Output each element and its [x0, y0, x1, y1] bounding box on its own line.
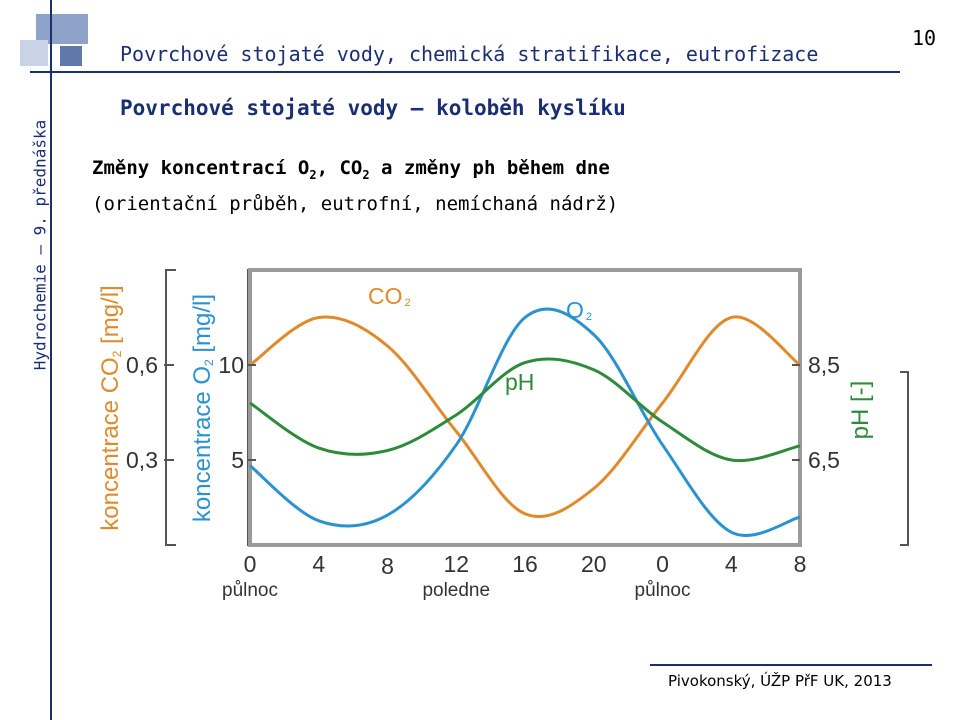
ph-axis-title: pH [-]	[847, 381, 874, 440]
chart-series	[249, 307, 801, 537]
decor-square	[20, 40, 48, 66]
o2-tick-label: 5	[231, 447, 244, 473]
x-sublabel: poledne	[422, 580, 490, 601]
slide-subtitle-line2: (orientační průběh, eutrofní, nemíchaná …	[92, 193, 619, 215]
co2-series-label: CO 2	[368, 283, 411, 309]
o2-axis-unit: [mg/l]	[189, 294, 216, 359]
footer-divider	[650, 664, 932, 666]
ph-tick-label: 6,5	[808, 447, 840, 473]
o2-series-line	[249, 307, 801, 537]
x-tick-label: 4	[725, 551, 738, 577]
ph-axis-bracket	[900, 371, 909, 546]
header-title: Povrchové stojaté vody, chemická stratif…	[120, 42, 819, 66]
header-divider	[30, 71, 900, 73]
x-tick-label: 12	[443, 551, 469, 577]
subtitle-part: , CO	[316, 157, 363, 179]
o2-series-sub: 2	[586, 311, 592, 323]
o2-axis-label: koncentrace O	[189, 366, 216, 522]
slide-number: 10	[912, 26, 937, 50]
x-sublabel: půlnoc	[222, 580, 278, 601]
o2-axis-sub: 2	[202, 359, 216, 366]
x-tick-label: 4	[312, 551, 325, 577]
slide-subtitle: Změny koncentrací O2, CO2 a změny ph běh…	[92, 157, 610, 182]
x-sublabel: půlnoc	[635, 580, 691, 601]
plot-frame	[248, 268, 802, 547]
subtitle-subscript: 2	[309, 167, 317, 182]
x-tick-label: 0	[244, 551, 257, 577]
subtitle-part: a změny ph během dne	[369, 157, 610, 179]
co2-axis-unit: [mg/l]	[97, 285, 124, 350]
x-tick-label: 8	[381, 553, 394, 579]
ph-series-label: pH	[505, 369, 534, 395]
section-title: Povrchové stojaté vody – koloběh kyslíku	[120, 96, 626, 120]
co2-axis-title: koncentrace CO2 [mg/l]	[97, 285, 124, 530]
axis-ticks: 0 4 8 12 16 20 0 4 8 půlnoc poledne půlnoc 0,6 0,3 10 5…	[126, 352, 840, 601]
decor-square	[36, 14, 88, 44]
co2-series-line	[249, 315, 801, 519]
x-tick-label: 8	[794, 551, 807, 577]
decor-square	[60, 46, 82, 66]
ph-series-line	[249, 357, 801, 463]
x-tick-label: 0	[656, 551, 669, 577]
co2-axis-label: koncentrace CO	[97, 357, 124, 530]
subtitle-part: Změny koncentrací O	[92, 157, 310, 179]
x-tick-label: 16	[512, 551, 538, 577]
co2-tick-label: 0,3	[126, 447, 158, 473]
x-tick-label: 20	[581, 551, 607, 577]
footer-credit: Pivokonský, ÚŽP PřF UK, 2013	[668, 672, 892, 690]
o2-series-name: O	[566, 297, 584, 323]
co2-series-sub: 2	[405, 297, 411, 309]
o2-tick-label: 10	[218, 352, 244, 378]
co2-tick-label: 0,6	[126, 352, 158, 378]
co2-series-name: CO	[368, 283, 403, 309]
o2-axis-title: koncentrace O2 [mg/l]	[189, 294, 216, 522]
co2-axis-bracket	[165, 269, 176, 546]
co2-axis-sub: 2	[110, 350, 124, 357]
subtitle-subscript: 2	[362, 167, 370, 182]
ph-tick-label: 8,5	[808, 352, 840, 378]
decor-vertical-line	[50, 0, 52, 720]
